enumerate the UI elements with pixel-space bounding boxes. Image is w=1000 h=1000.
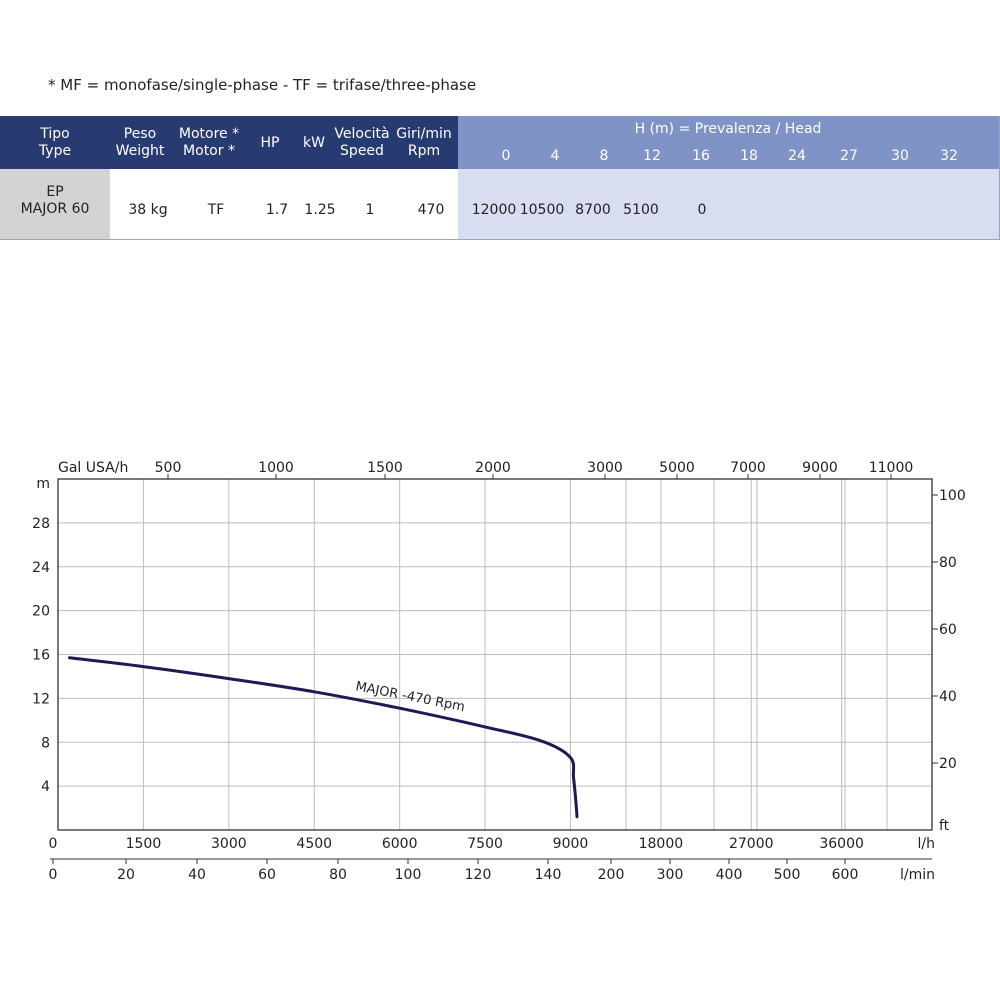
head-value: 32: [940, 148, 958, 164]
lh-origin-label: 0: [49, 836, 58, 852]
head-value: 4: [550, 148, 560, 164]
gal-tick-label: 9000: [802, 460, 838, 476]
lmin-tick-label: 120: [465, 867, 492, 883]
col-header-hp: HP: [260, 135, 280, 151]
gal-tick-label: 3000: [587, 460, 623, 476]
flow-value: 5100: [623, 202, 659, 218]
table-header-right: [458, 116, 1000, 169]
table-header-left: [0, 116, 458, 169]
gal-tick-label: 500: [155, 460, 182, 476]
ft-tick-label: 40: [939, 689, 957, 705]
ft-tick-label: 100: [939, 488, 966, 504]
row-weight: 38 kg: [128, 202, 168, 218]
lh-tick-label: 3000: [211, 836, 247, 852]
lmin-tick-label: 20: [117, 867, 135, 883]
ft-tick-label: 80: [939, 555, 957, 571]
gal-tick-label: 1500: [367, 460, 403, 476]
lh-tick-label: 9000: [553, 836, 589, 852]
gal-tick-label: 1000: [258, 460, 294, 476]
flow-value: 12000: [471, 202, 517, 218]
head-value: 16: [692, 148, 710, 164]
y-tick-label: 20: [32, 604, 50, 620]
gal-tick-label: 7000: [730, 460, 766, 476]
head-value: 0: [501, 148, 511, 164]
table-bottom-border: [0, 239, 1000, 240]
lmin-tick-label: 500: [774, 867, 801, 883]
lh-tick-label: 36000: [819, 836, 864, 852]
lmin-tick-label: 300: [657, 867, 684, 883]
flow-cells: [458, 169, 1000, 240]
gal-tick-label: 2000: [475, 460, 511, 476]
ft-tick-label: 60: [939, 622, 957, 638]
y-tick-label: 24: [32, 560, 50, 576]
lmin-tick-label: 100: [395, 867, 422, 883]
lmin-axis-label: l/min: [900, 867, 935, 883]
col-header-rpm: Giri/min Rpm: [396, 126, 452, 159]
type-cell: [0, 169, 110, 240]
row-speed: 1: [365, 202, 375, 218]
row-hp: 1.7: [265, 202, 289, 218]
curve-label: MAJOR -470 Rpm: [354, 679, 466, 715]
lmin-tick-label: 400: [716, 867, 743, 883]
col-header-speed: Velocità Speed: [334, 126, 390, 159]
col-header-kw: kW: [303, 135, 325, 151]
head-value: 30: [891, 148, 909, 164]
phase-note: * MF = monofase/single-phase - TF = trif…: [48, 76, 477, 94]
y-tick-label: 12: [32, 691, 50, 707]
flow-value: 0: [697, 202, 707, 218]
lmin-origin-label: 0: [49, 867, 58, 883]
head-value: 12: [643, 148, 661, 164]
lmin-tick-label: 200: [598, 867, 625, 883]
plot-frame: [57, 478, 933, 831]
y-axis-label-m: m: [36, 476, 50, 492]
lmin-tick-label: 600: [832, 867, 859, 883]
lmin-tick-label: 80: [329, 867, 347, 883]
row-kw: 1.25: [304, 202, 336, 218]
lh-axis-label: l/h: [918, 836, 935, 852]
spec-cells: [110, 169, 458, 240]
lh-tick-label: 18000: [639, 836, 684, 852]
flow-value: 8700: [575, 202, 611, 218]
ft-tick-label: 20: [939, 756, 957, 772]
col-header-type: Tipo Type: [38, 126, 72, 159]
pump-curve-line: [67, 656, 579, 819]
row-type: EP MAJOR 60: [20, 184, 90, 217]
lmin-tick-label: 140: [535, 867, 562, 883]
y-tick-label: 8: [41, 735, 50, 751]
y-tick-label: 4: [41, 779, 50, 795]
gal-axis-label: Gal USA/h: [58, 460, 128, 476]
col-header-motor: Motore * Motor *: [178, 126, 240, 159]
pump-table: Tipo Type Peso Weight Motore * Motor * HP k…: [0, 116, 1000, 240]
lmin-tick-label: 40: [188, 867, 206, 883]
lh-tick-label: 4500: [296, 836, 332, 852]
lh-tick-label: 1500: [126, 836, 162, 852]
lh-tick-label: 27000: [729, 836, 774, 852]
lh-tick-label: 7500: [467, 836, 503, 852]
head-value: 8: [599, 148, 609, 164]
head-title: H (m) = Prevalenza / Head: [634, 121, 822, 137]
head-value: 18: [740, 148, 758, 164]
y-tick-label: 28: [32, 516, 50, 532]
gal-tick-label: 5000: [659, 460, 695, 476]
y-tick-label: 16: [32, 648, 50, 664]
lmin-tick-label: 60: [258, 867, 276, 883]
ft-axis-label: ft: [939, 818, 950, 834]
col-header-weight: Peso Weight: [115, 126, 165, 159]
lh-tick-label: 6000: [382, 836, 418, 852]
gal-tick-label: 11000: [869, 460, 914, 476]
head-value: 27: [840, 148, 858, 164]
head-value: 24: [788, 148, 806, 164]
row-rpm: 470: [417, 202, 445, 218]
flow-value: 10500: [519, 202, 565, 218]
row-motor: TF: [207, 202, 225, 218]
